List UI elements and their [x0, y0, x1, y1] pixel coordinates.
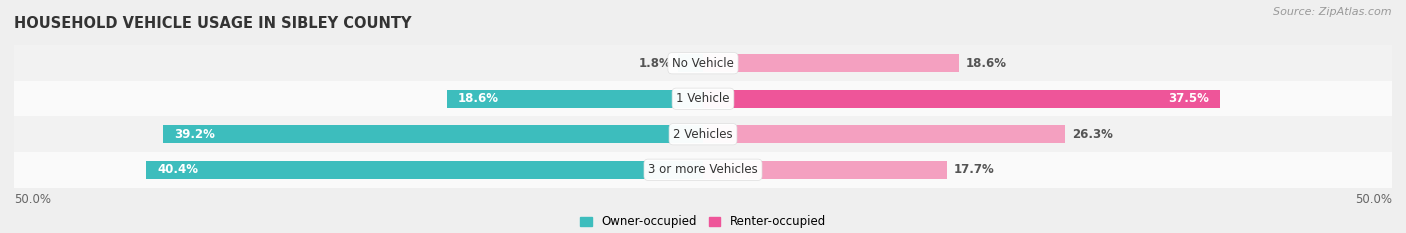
- Bar: [14, 152, 1392, 188]
- Bar: [703, 125, 1066, 144]
- Bar: [146, 161, 703, 179]
- Text: No Vehicle: No Vehicle: [672, 57, 734, 70]
- Bar: [703, 161, 946, 179]
- Legend: Owner-occupied, Renter-occupied: Owner-occupied, Renter-occupied: [575, 210, 831, 233]
- Bar: [14, 81, 1392, 116]
- Text: HOUSEHOLD VEHICLE USAGE IN SIBLEY COUNTY: HOUSEHOLD VEHICLE USAGE IN SIBLEY COUNTY: [14, 16, 412, 31]
- Text: 1 Vehicle: 1 Vehicle: [676, 92, 730, 105]
- Bar: [678, 54, 703, 72]
- Text: 26.3%: 26.3%: [1073, 128, 1114, 141]
- Bar: [447, 89, 703, 108]
- Bar: [703, 54, 959, 72]
- Text: 2 Vehicles: 2 Vehicles: [673, 128, 733, 141]
- Text: 17.7%: 17.7%: [953, 163, 994, 176]
- Text: 50.0%: 50.0%: [1355, 193, 1392, 206]
- Bar: [163, 125, 703, 144]
- Text: 50.0%: 50.0%: [14, 193, 51, 206]
- Text: 40.4%: 40.4%: [157, 163, 198, 176]
- Text: 3 or more Vehicles: 3 or more Vehicles: [648, 163, 758, 176]
- Bar: [14, 45, 1392, 81]
- Text: 37.5%: 37.5%: [1168, 92, 1209, 105]
- Text: 18.6%: 18.6%: [458, 92, 499, 105]
- Text: 39.2%: 39.2%: [174, 128, 215, 141]
- Bar: [14, 116, 1392, 152]
- Text: 18.6%: 18.6%: [966, 57, 1007, 70]
- Bar: [703, 89, 1219, 108]
- Text: 1.8%: 1.8%: [638, 57, 671, 70]
- Text: Source: ZipAtlas.com: Source: ZipAtlas.com: [1274, 7, 1392, 17]
